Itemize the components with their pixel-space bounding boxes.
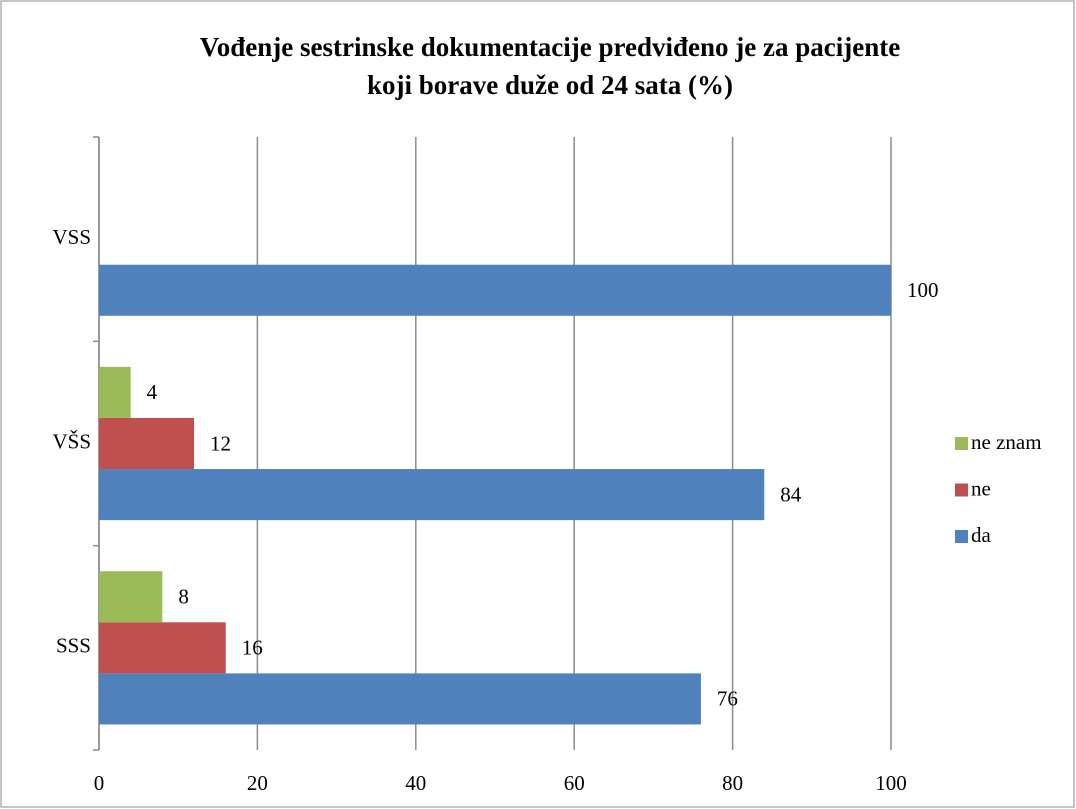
value-label: 16 [242, 636, 263, 660]
x-tick-label: 60 [564, 771, 585, 795]
bar [99, 622, 226, 674]
legend-label: da [971, 523, 992, 547]
bar [99, 417, 195, 470]
legend-label: ne [971, 476, 991, 500]
y-tick-label: VSS [52, 225, 91, 249]
bar [99, 366, 131, 418]
x-tick-label: 80 [722, 771, 743, 795]
bar [99, 264, 891, 316]
legend-label: ne znam [971, 430, 1042, 454]
y-tick-label: VŠS [52, 429, 91, 453]
legend-swatch [955, 530, 968, 543]
bar [99, 469, 765, 521]
legend-swatch [955, 483, 968, 497]
x-tick-label: 40 [405, 771, 426, 795]
chart-title: koji borave duže od 24 sata (%) [367, 70, 733, 100]
y-tick-label: SSS [56, 634, 91, 658]
value-label: 76 [717, 687, 738, 711]
x-tick-label: 20 [247, 771, 268, 795]
bar [99, 673, 701, 725]
x-tick-label: 100 [875, 771, 907, 795]
bar [99, 571, 163, 623]
value-label: 4 [147, 380, 158, 404]
x-tick-label: 0 [94, 771, 105, 795]
value-label: 12 [210, 431, 231, 455]
legend-swatch [955, 437, 968, 450]
chart-title: Vođenje sestrinske dokumentacije predviđ… [200, 32, 900, 62]
value-label: 100 [907, 278, 939, 302]
value-label: 84 [780, 482, 802, 506]
value-label: 8 [178, 585, 189, 609]
